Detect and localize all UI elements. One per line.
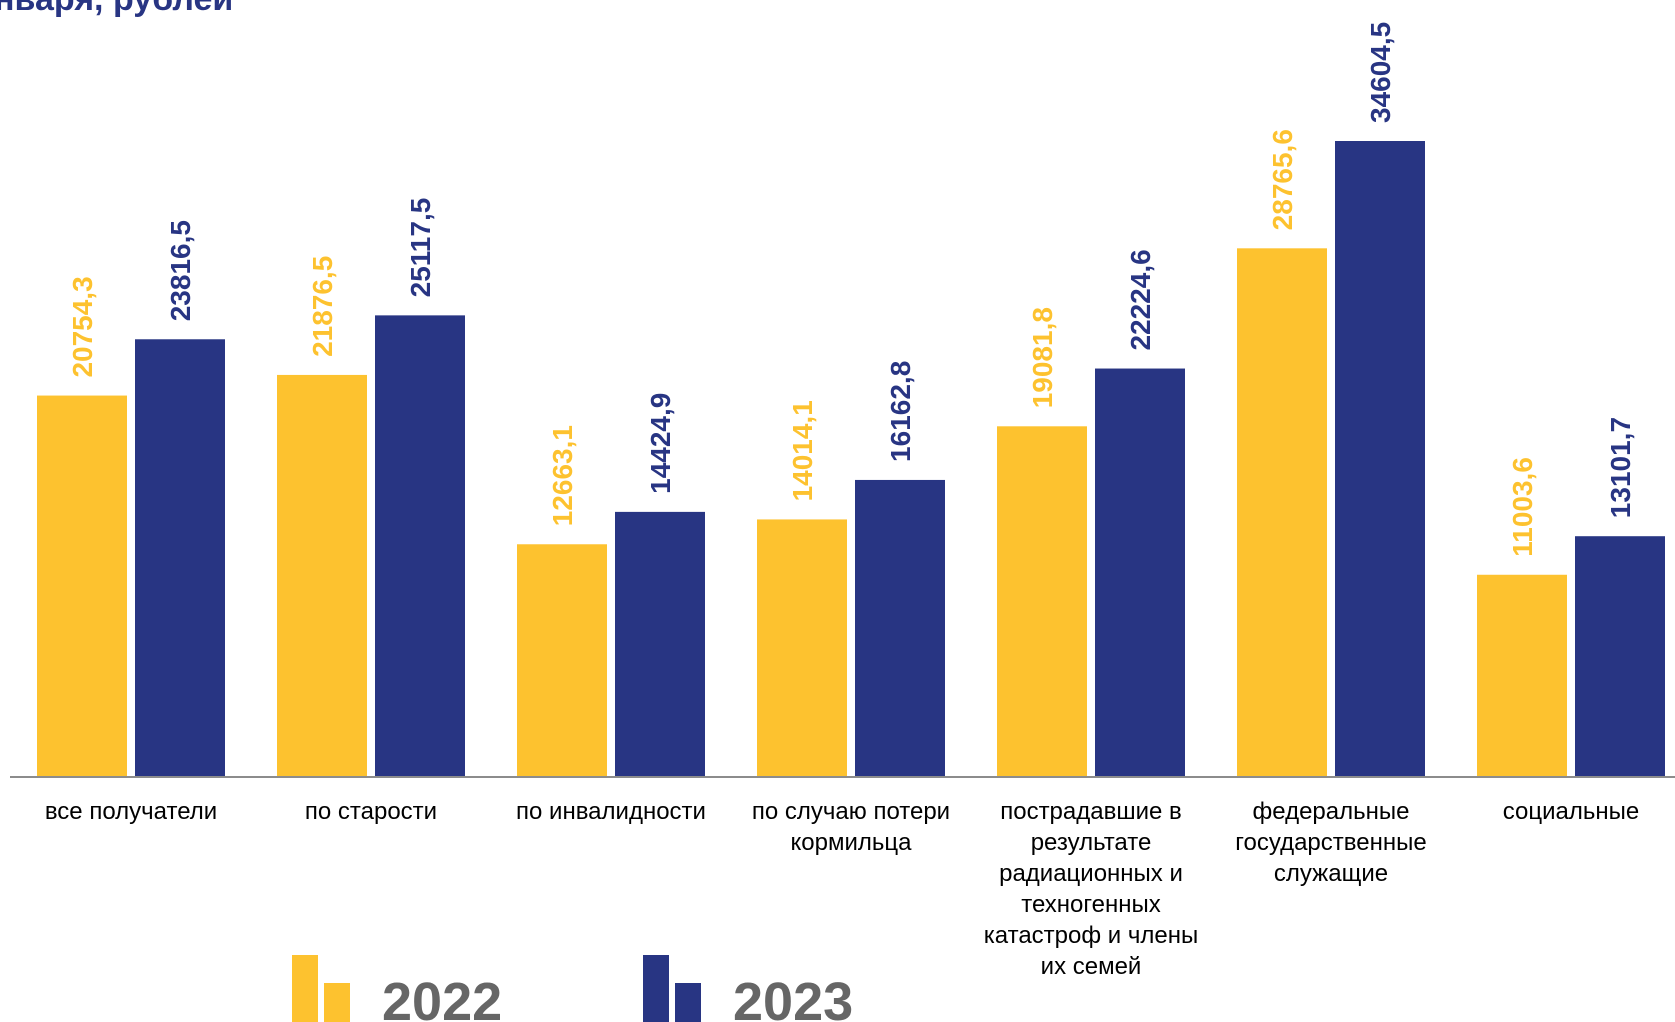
value-label-2022-1: 21876,5	[307, 256, 338, 357]
legend-label-2022: 2022	[382, 972, 502, 1022]
bar-legend-icon	[643, 955, 701, 1022]
legend-item-2023: 2023	[643, 955, 853, 1022]
legend-label-2023: 2023	[733, 972, 853, 1022]
bar-2023-0	[135, 339, 225, 777]
value-label-2022-6: 11003,6	[1507, 457, 1538, 557]
chart-title: нваря, рублей	[0, 0, 233, 18]
category-label-6: социальные	[1503, 798, 1639, 825]
value-label-2022-0: 20754,3	[67, 276, 98, 377]
value-label-2022-4: 19081,8	[1027, 307, 1058, 408]
bar-2023-4	[1095, 368, 1185, 777]
value-label-2023-3: 16162,8	[885, 361, 916, 462]
value-label-2023-4: 22224,6	[1125, 249, 1156, 350]
bar-2022-2	[517, 544, 607, 777]
bar-2022-1	[277, 374, 367, 777]
bar-2022-4	[997, 426, 1087, 777]
value-label-2023-0: 23816,5	[165, 220, 196, 321]
category-label-1: по старости	[305, 798, 437, 825]
value-labels-group: 20754,3 23816,5 21876,5 25117,5 12663,1 14424…	[67, 22, 1636, 557]
category-label-5: федеральные государственные служащие	[1235, 798, 1426, 887]
legend-item-2022: 2022	[292, 955, 502, 1022]
value-label-2022-5: 28765,6	[1267, 129, 1298, 230]
value-label-2023-6: 13101,7	[1605, 417, 1636, 518]
bar-2023-1	[375, 315, 465, 777]
bar-2022-5	[1237, 248, 1327, 778]
category-label-4: пострадавшие в результате радиационных и те…	[984, 798, 1198, 980]
bar-2022-6	[1477, 574, 1567, 777]
bar-2023-5	[1335, 141, 1425, 777]
bars-group	[37, 141, 1665, 778]
category-label-3: по случаю потери кормильца	[752, 798, 950, 856]
value-label-2023-1: 25117,5	[405, 198, 436, 298]
bar-2023-3	[855, 479, 945, 777]
value-label-2023-5: 34604,5	[1365, 22, 1396, 123]
value-label-2022-3: 14014,1	[787, 400, 818, 501]
bar-2023-6	[1575, 536, 1665, 777]
bar-2022-3	[757, 519, 847, 777]
bar-2023-2	[615, 511, 705, 777]
value-label-2022-2: 12663,1	[547, 425, 578, 526]
bar-2022-0	[37, 395, 127, 777]
category-labels-group: все получатели по старости по инвалидности…	[45, 798, 1639, 980]
value-label-2023-2: 14424,9	[645, 393, 676, 494]
legend: 2022 2023	[292, 955, 853, 1022]
category-label-2: по инвалидности	[516, 798, 706, 825]
category-label-0: все получатели	[45, 798, 217, 825]
bar-legend-icon	[292, 955, 350, 1022]
